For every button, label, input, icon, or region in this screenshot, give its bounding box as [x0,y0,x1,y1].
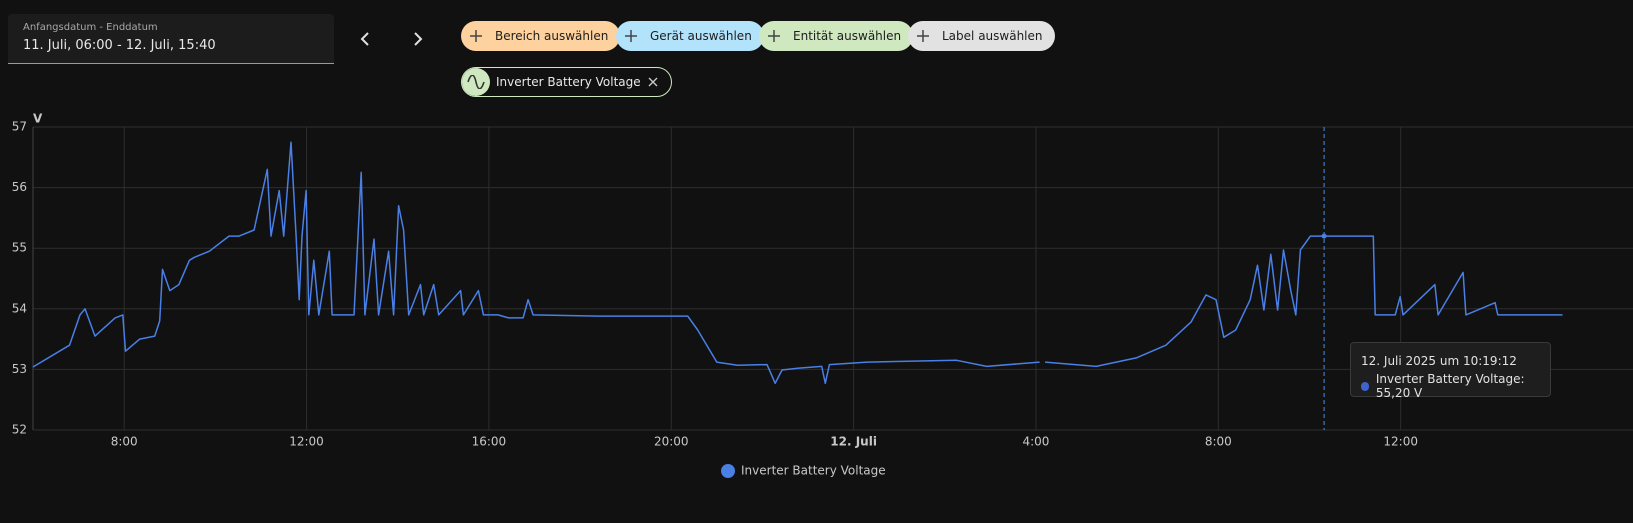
x-tick-label: 12:00 [289,435,324,449]
plus-icon [470,30,482,42]
chip-label: Gerät auswählen [650,29,752,43]
y-tick-label: 52 [12,423,27,437]
legend-label: Inverter Battery Voltage [741,464,886,478]
label-filter[interactable]: Label auswählen [908,21,1055,51]
plus-icon [917,30,929,42]
tooltip: 12. Juli 2025 um 10:19:12 Inverter Batte… [1350,342,1551,400]
tooltip-title: 12. Juli 2025 um 10:19:12 [1361,354,1517,368]
device-filter[interactable]: Gerät auswählen [616,21,764,51]
x-tick-label: 8:00 [111,435,138,449]
entity-icon [462,68,490,96]
y-tick-label: 55 [12,241,27,255]
x-tick-label: 4:00 [1022,435,1049,449]
tooltip-text: Inverter Battery Voltage: 55,20 V [1375,372,1525,400]
area-filter[interactable]: Bereich auswählen [461,21,621,51]
x-tick-label: 20:00 [654,435,689,449]
legend-marker [721,464,735,478]
plus-icon [625,30,637,42]
chip-label: Entität auswählen [793,29,902,43]
chip-label: Bereich auswählen [495,29,609,43]
y-axis-label: V [33,112,43,126]
chip-label: Label auswählen [942,29,1043,43]
y-tick-label: 56 [12,180,27,194]
y-tick-label: 57 [12,120,27,134]
tooltip-marker [1361,381,1369,391]
entity-filter[interactable]: Entität auswählen [759,21,914,51]
next-button[interactable] [408,27,428,51]
x-tick-label: 16:00 [472,435,507,449]
entity-chip[interactable]: Inverter Battery Voltage [461,67,672,97]
x-tick-label: 12. Juli [830,435,877,449]
y-tick-label: 53 [12,362,27,376]
x-tick-label: 12:00 [1383,435,1418,449]
date-label: Anfangsdatum - Enddatum [23,22,158,33]
prev-button[interactable] [355,27,375,51]
plus-icon [768,30,780,42]
x-tick-label: 8:00 [1205,435,1232,449]
data-line [32,141,1563,385]
remove-button[interactable] [641,75,663,89]
entity-label: Inverter Battery Voltage [496,75,641,89]
hover-point [1321,233,1327,239]
date-range-picker[interactable]: Anfangsdatum - Enddatum 11. Juli, 06:00 … [8,14,334,64]
y-tick-label: 54 [12,301,27,315]
date-value: 11. Juli, 06:00 - 12. Juli, 15:40 [23,38,216,53]
